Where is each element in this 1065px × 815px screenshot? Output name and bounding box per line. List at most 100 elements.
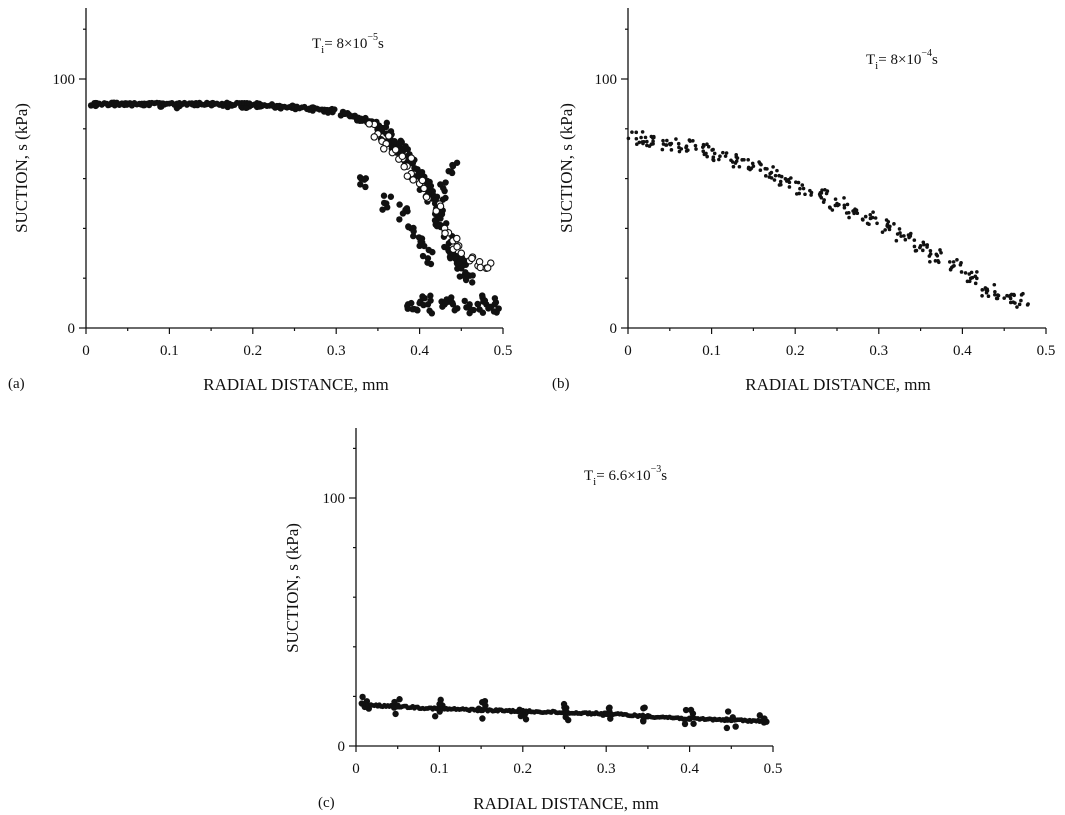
series-c-band: [361, 701, 766, 725]
data-point-cluster-a: [491, 295, 499, 302]
data-point-a: [391, 138, 398, 145]
annot-prefix-a: T: [312, 36, 321, 52]
data-point-cluster-a: [495, 305, 502, 312]
data-point-cluster-b: [746, 166, 751, 171]
data-point-cluster-b: [973, 281, 978, 286]
data-point-cluster-b: [724, 151, 729, 155]
annot-prefix-c: T: [584, 468, 593, 484]
annot-sub-a: i: [321, 44, 324, 56]
data-point-cluster-c: [724, 708, 732, 715]
data-point-cluster-c: [563, 704, 570, 712]
data-point-cluster-b: [731, 164, 736, 169]
data-point-cluster-a: [405, 223, 412, 230]
annot-suffix-b: s: [932, 52, 938, 68]
data-point-cluster-b: [928, 259, 932, 264]
data-point-cluster-b: [779, 174, 784, 179]
data-point-cluster-b: [980, 293, 984, 298]
y-tick-label-b: 100: [595, 72, 618, 88]
x-axis-title-c: RADIAL DISTANCE, mm: [473, 794, 658, 813]
data-point-cluster-b: [626, 136, 631, 141]
y-axis-title-a: SUCTION, s (kPa): [12, 103, 31, 233]
y-tick-label-a: 100: [53, 72, 76, 88]
data-point-cluster-b: [794, 180, 798, 184]
data-point-cluster-b: [750, 161, 755, 166]
data-point-cluster-b: [830, 208, 835, 212]
annot-suffix-c: s: [661, 468, 667, 484]
data-point-cluster-a: [469, 272, 476, 279]
data-point-cluster-b: [980, 288, 985, 292]
data-point-cluster-a: [404, 208, 411, 215]
plot-area-b: 0 0.1 0.2 0.3 0.4 0.5 0 100: [595, 8, 1055, 359]
y-axis-title-b: SUCTION, s (kPa): [557, 103, 576, 233]
data-point-cluster-b: [730, 160, 735, 164]
data-point-cluster-b: [797, 191, 802, 196]
data-point-b: [634, 136, 639, 141]
data-point-b: [701, 149, 706, 154]
data-point-cluster-b: [645, 139, 649, 144]
data-point-cluster-b: [773, 173, 778, 178]
data-point-cluster-b: [993, 292, 997, 297]
data-point-cluster-a: [453, 242, 461, 251]
data-point-cluster-c: [687, 706, 695, 714]
x-tick-label-b: 0.3: [869, 343, 888, 359]
x-tick-label-a: 0.3: [327, 343, 346, 359]
data-point-cluster-b: [868, 212, 873, 217]
data-point-cluster-b: [694, 147, 698, 151]
data-point-cluster-b: [892, 222, 896, 226]
data-point-cluster-b: [894, 238, 899, 243]
data-point-cluster-b: [908, 231, 913, 236]
data-point-cluster-c: [564, 716, 572, 724]
data-point-cluster-c: [723, 724, 731, 732]
data-point-cluster-b: [742, 157, 746, 162]
x-tick-label-c: 0.2: [513, 761, 532, 777]
data-point-cluster-a: [444, 245, 452, 253]
data-point-cluster-b: [669, 148, 674, 152]
data-point-cluster-c: [517, 712, 525, 720]
data-point-cluster-a: [384, 132, 393, 140]
x-tick-label-b: 0.4: [953, 343, 972, 359]
data-point-cluster-a: [398, 152, 407, 160]
data-point-cluster-b: [921, 240, 926, 245]
panel-tag-a: (a): [8, 376, 25, 392]
data-point-cluster-a: [403, 172, 412, 180]
data-point-cluster-b: [711, 158, 716, 163]
x-tick-label-c: 0.4: [680, 761, 699, 777]
data-point-cluster-b: [640, 130, 645, 134]
data-point-cluster-b: [775, 168, 779, 173]
data-point-cluster-a: [433, 222, 441, 230]
data-point-cluster-b: [914, 248, 919, 253]
data-point-cluster-b: [955, 257, 959, 262]
data-point-cluster-a: [442, 179, 449, 186]
data-point-cluster-a: [474, 300, 481, 308]
x-tick-label-b: 0.1: [702, 343, 721, 359]
data-point-cluster-b: [691, 138, 695, 143]
data-point-cluster-a: [407, 154, 416, 162]
data-point-cluster-b: [986, 294, 991, 298]
data-point-cluster-c: [682, 706, 690, 714]
data-point-cluster-b: [886, 225, 890, 229]
data-point-cluster-b: [634, 130, 639, 135]
data-point-cluster-c: [431, 713, 439, 720]
data-point-cluster-b: [674, 137, 678, 141]
data-point-cluster-a: [357, 181, 364, 188]
data-point-cluster-a: [365, 120, 373, 128]
data-point-cluster-c: [392, 710, 399, 718]
x-tick-label-a: 0.5: [494, 343, 513, 359]
data-point-cluster-b: [938, 248, 942, 252]
data-point-cluster-b: [875, 221, 879, 226]
data-point-cluster-b: [854, 208, 859, 212]
data-point-cluster-b: [965, 279, 970, 284]
data-point-cluster-b: [746, 157, 750, 162]
data-point-cluster-a: [380, 145, 388, 153]
data-point-cluster-a: [420, 242, 428, 250]
data-point-cluster-a: [420, 184, 428, 193]
data-point-cluster-a: [442, 299, 449, 307]
data-point-cluster-a: [451, 307, 458, 314]
data-point-cluster-a: [404, 302, 411, 310]
data-point-cluster-b: [873, 216, 878, 220]
data-point-cluster-b: [918, 245, 922, 250]
data-point-cluster-b: [706, 144, 711, 149]
x-tick-label-c: 0: [352, 761, 360, 777]
data-point-cluster-b: [1015, 305, 1019, 309]
data-point-cluster-a: [361, 176, 368, 183]
